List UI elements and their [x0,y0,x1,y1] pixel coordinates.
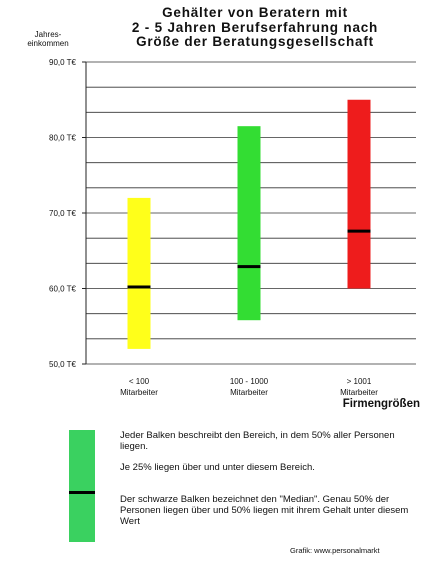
x-tick-label: > 1001 [347,377,372,386]
y-tick-labels: 50,0 T€ 60,0 T€ 70,0 T€ 80,0 T€ 90,0 T€ [49,58,77,369]
range-bar [347,99,371,289]
legend-note-median: Der schwarze Balken bezeichnet den "Medi… [120,494,409,527]
x-tick-label: Mitarbeiter [230,388,268,397]
median-markers [127,229,371,289]
chart-title-line: Größe der Beratungsgesellschaft [136,34,374,49]
plot-area: 50,0 T€ 60,0 T€ 70,0 T€ 80,0 T€ 90,0 T€ < 10… [49,58,416,397]
y-axis-label: Jahres- einkommen [18,30,78,48]
chart-title: Gehälter von Beratern mit 2 - 5 Jahren B… [95,5,415,50]
median-bar [347,229,371,233]
x-tick-label: Mitarbeiter [120,388,158,397]
x-tick-label: 100 - 1000 [230,377,269,386]
y-tick-label: 90,0 T€ [49,58,77,67]
chart-title-line: 2 - 5 Jahren Berufserfahrung nach [131,19,379,35]
x-tick-labels: < 100 Mitarbeiter 100 - 1000 Mitarbeiter > 1… [120,377,378,397]
x-axis-label: Firmengrößen [342,398,420,410]
source-credit: Grafik: www.personalmarkt [290,546,380,555]
y-axis-label-line: einkommen [27,39,69,48]
x-tick-label: < 100 [129,377,150,386]
legend-sample-bar [69,430,95,542]
x-tick-label: Mitarbeiter [340,388,378,397]
range-bar [127,197,151,349]
y-tick-label: 50,0 T€ [49,360,77,369]
y-axis-label-line: Jahres- [34,30,62,39]
legend-sample-median [69,491,95,494]
legend-note-range: Jeder Balken beschreibt den Bereich, in … [120,430,395,452]
legend-sample-range [69,430,95,542]
range-bar [237,126,261,321]
median-bar [237,265,261,269]
y-tick-label: 70,0 T€ [49,209,77,218]
bars [127,99,371,349]
chart-title-line: Gehälter von Beratern mit [162,5,348,20]
y-tick-label: 60,0 T€ [49,285,77,294]
legend-note-quartiles: Je 25% liegen über und unter diesem Bere… [120,462,315,473]
y-tick-label: 80,0 T€ [49,134,77,143]
median-bar [127,285,151,289]
